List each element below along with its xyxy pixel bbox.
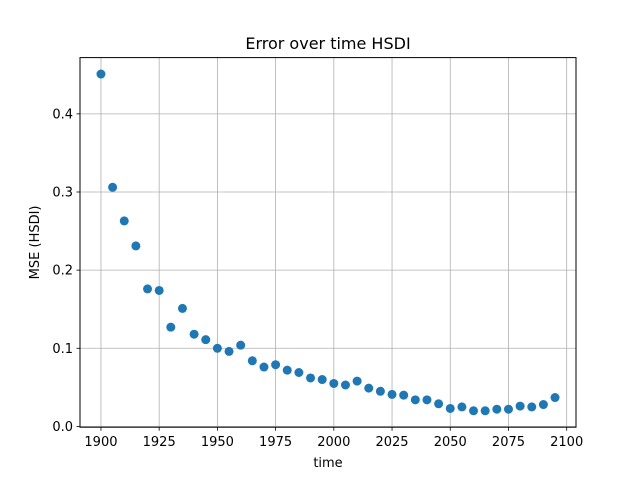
data-point	[189, 329, 199, 339]
data-point	[317, 375, 327, 385]
data-point	[306, 373, 316, 383]
data-point	[387, 389, 397, 399]
data-point	[375, 386, 385, 396]
data-point	[259, 362, 269, 372]
y-tick-label: 0.0	[52, 420, 73, 435]
data-point	[212, 343, 222, 353]
x-tick-label: 2025	[375, 435, 408, 450]
data-point	[434, 399, 444, 409]
data-point	[410, 395, 420, 405]
y-tick-label: 0.3	[52, 186, 73, 201]
data-point	[515, 401, 525, 411]
data-point	[131, 241, 141, 251]
data-point	[154, 285, 164, 295]
data-point	[119, 216, 129, 226]
points-layer	[96, 69, 560, 416]
y-axis-ticks: 0.0 0.1 0.2 0.3 0.4	[52, 107, 80, 435]
data-point	[399, 390, 409, 400]
x-tick-label: 2050	[434, 435, 467, 450]
data-point	[352, 376, 362, 386]
data-point	[282, 365, 292, 375]
x-tick-label: 1925	[143, 435, 176, 450]
x-tick-label: 2000	[317, 435, 350, 450]
y-axis-label: MSE (HSDI)	[28, 205, 43, 279]
x-axis-label: time	[313, 456, 342, 471]
x-tick-label: 2100	[550, 435, 583, 450]
x-tick-label: 2075	[492, 435, 525, 450]
y-tick-label: 0.2	[52, 264, 73, 279]
grid-layer	[80, 57, 576, 428]
data-point	[469, 406, 479, 416]
data-point	[247, 356, 257, 366]
chart-title: Error over time HSDI	[245, 34, 410, 53]
data-point	[236, 340, 246, 350]
data-point	[143, 284, 153, 294]
plot-frame	[79, 57, 577, 428]
data-point	[445, 403, 455, 413]
x-tick-label: 1950	[201, 435, 234, 450]
data-point	[108, 182, 118, 192]
data-point	[271, 360, 281, 370]
x-tick-label: 1900	[84, 435, 117, 450]
data-point	[201, 335, 211, 345]
data-point	[422, 395, 432, 405]
data-point	[294, 368, 304, 378]
data-point	[538, 400, 548, 410]
data-point	[340, 380, 350, 390]
data-point	[457, 402, 467, 412]
data-point	[364, 383, 374, 393]
data-point	[329, 378, 339, 388]
data-point	[503, 404, 513, 414]
y-tick-label: 0.1	[52, 342, 73, 357]
data-point	[166, 322, 176, 332]
y-tick-label: 0.4	[52, 107, 73, 122]
data-point	[224, 346, 234, 356]
x-axis-ticks: 1900 1925 1950 1975 2000 2025 2050 2075 2100	[84, 427, 583, 450]
data-point	[480, 406, 490, 416]
x-tick-label: 1975	[259, 435, 292, 450]
data-point	[96, 69, 106, 79]
data-point	[492, 404, 502, 414]
data-point	[527, 402, 537, 412]
data-point	[550, 393, 560, 403]
data-point	[177, 303, 187, 313]
